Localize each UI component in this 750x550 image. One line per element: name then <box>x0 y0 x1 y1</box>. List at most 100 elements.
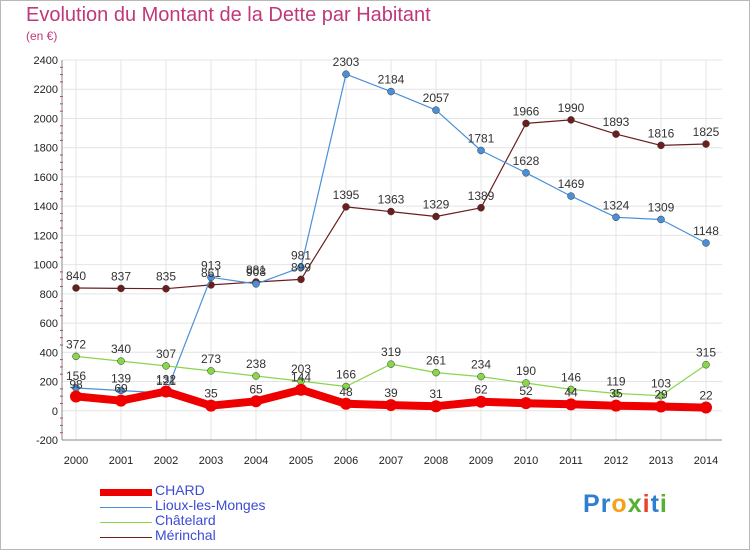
data-label: 132 <box>156 372 176 386</box>
chart-title: Evolution du Montant de la Dette par Hab… <box>26 4 431 26</box>
data-point <box>702 239 710 247</box>
data-label: 48 <box>339 385 353 399</box>
y-tick-label: 1000 <box>34 260 58 272</box>
data-point <box>342 70 350 78</box>
data-label: 340 <box>111 342 131 356</box>
legend-item-merinchal: Mérinchal <box>100 527 400 545</box>
data-label: 1389 <box>468 189 495 203</box>
data-label: 315 <box>696 346 716 360</box>
data-point <box>387 87 395 96</box>
data-point <box>252 372 260 380</box>
data-point <box>702 140 710 148</box>
legend-swatch-merinchal <box>100 536 152 538</box>
data-label: 1825 <box>693 125 720 139</box>
x-tick-label: 2014 <box>694 455 718 467</box>
data-point <box>72 352 80 361</box>
data-label: 307 <box>156 347 176 361</box>
legend-item-chatelard: Châtelard <box>100 512 400 530</box>
data-point <box>700 401 712 414</box>
data-label: 29 <box>654 388 668 402</box>
data-point <box>612 213 620 222</box>
data-point <box>295 383 307 396</box>
y-tick-label: 200 <box>40 377 58 389</box>
x-tick-label: 2009 <box>469 455 493 467</box>
data-label: 1309 <box>648 200 675 214</box>
data-point <box>432 106 440 114</box>
data-label: 837 <box>111 269 131 283</box>
legend-label-chard: CHARD <box>155 482 205 498</box>
x-tick-label: 2008 <box>424 455 448 467</box>
data-label: 166 <box>336 368 356 382</box>
data-label: 881 <box>246 263 266 277</box>
data-label: 203 <box>291 362 311 376</box>
data-label: 2303 <box>333 55 360 69</box>
data-point <box>342 382 350 391</box>
data-label: 273 <box>201 352 221 366</box>
data-label: 2184 <box>378 73 405 87</box>
data-label: 35 <box>204 387 218 401</box>
data-label: 234 <box>471 358 491 372</box>
data-point <box>477 204 485 212</box>
y-tick-label: 1600 <box>34 172 58 184</box>
data-label: 899 <box>291 260 311 274</box>
data-label: 835 <box>156 270 176 284</box>
x-tick-label: 2001 <box>109 455 133 467</box>
data-label: 1363 <box>378 193 405 207</box>
data-label: 1324 <box>603 198 630 212</box>
data-label: 44 <box>564 385 578 399</box>
data-label: 22 <box>699 389 713 403</box>
data-label: 65 <box>249 382 263 396</box>
data-point <box>520 397 532 410</box>
data-label: 372 <box>66 337 86 351</box>
data-point <box>657 215 665 224</box>
data-point <box>297 275 305 284</box>
data-point <box>522 119 530 128</box>
data-point <box>205 399 217 412</box>
data-point <box>522 169 530 177</box>
data-label: 261 <box>426 354 446 368</box>
data-point <box>162 284 170 293</box>
data-point <box>207 367 215 375</box>
data-point <box>657 391 665 400</box>
y-tick-label: 400 <box>40 347 58 359</box>
data-label: 1990 <box>558 101 585 115</box>
x-tick-label: 2012 <box>604 455 628 467</box>
data-point <box>565 398 577 411</box>
data-point <box>117 386 125 395</box>
data-point <box>252 280 260 288</box>
y-tick-label: 2200 <box>34 84 58 96</box>
data-label: 156 <box>66 369 86 383</box>
data-label: 1395 <box>333 188 360 202</box>
data-point <box>567 385 575 394</box>
data-point <box>385 399 397 412</box>
data-point <box>207 273 215 282</box>
y-tick-label: 1800 <box>34 143 58 155</box>
data-point <box>250 395 262 408</box>
data-label: 319 <box>381 345 401 359</box>
data-point <box>477 146 485 155</box>
data-point <box>387 207 395 216</box>
data-label: 981 <box>291 248 311 262</box>
data-point <box>432 368 440 377</box>
data-label: 913 <box>201 258 221 272</box>
data-point <box>340 397 352 410</box>
y-tick-label: 1200 <box>34 230 58 242</box>
x-tick-label: 2007 <box>379 455 403 467</box>
data-point <box>522 379 530 387</box>
data-label: 146 <box>561 370 581 384</box>
data-label: 139 <box>111 371 131 385</box>
x-tick-label: 2002 <box>154 455 178 467</box>
data-label: 39 <box>384 386 398 400</box>
data-label: 1966 <box>513 104 540 118</box>
data-point <box>612 389 620 398</box>
data-label: 31 <box>429 387 443 401</box>
data-point <box>117 357 125 365</box>
proxiti-logo: Proxiti <box>583 490 668 518</box>
data-label: 840 <box>66 269 86 283</box>
data-point <box>432 212 440 221</box>
data-point <box>117 284 125 293</box>
data-point <box>160 385 172 398</box>
data-label: 238 <box>246 357 266 371</box>
data-label: 144 <box>291 371 311 385</box>
